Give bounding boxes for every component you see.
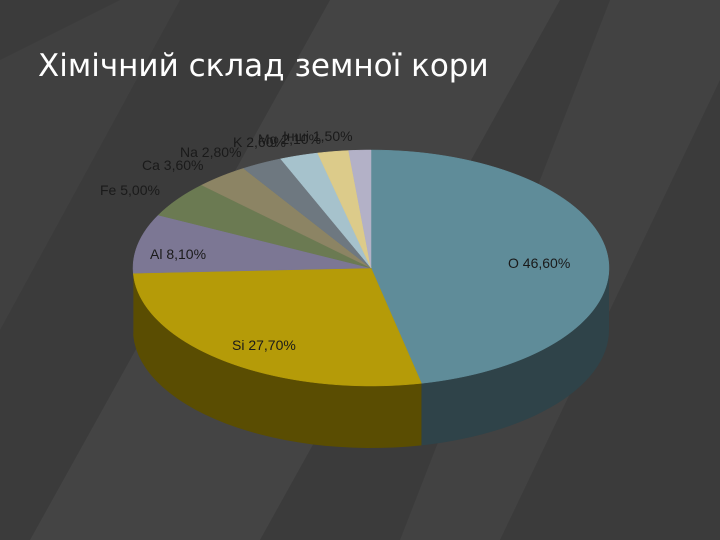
pie-label-5: Na 2,80% [180,144,241,160]
pie-label-7: Mg 2,10% [258,131,321,147]
pie-slice-0 [370,149,610,384]
pie-label-4: Ca 3,60% [142,157,203,173]
pie-label-3: Fe 5,00% [100,182,160,198]
pie-side-0 [421,268,609,446]
pie-slice-5 [242,158,372,269]
pie-slice-1 [132,267,422,387]
pie-label-8: Інші 1,50% [283,128,353,144]
pie-slice-8 [348,149,372,269]
pie-label-2: Al 8,10% [150,246,206,262]
pie-label-6: K 2,60% [233,134,286,150]
pie-label-1: Si 27,70% [232,337,296,353]
pie-side-1 [133,273,422,448]
pie-label-0: O 46,60% [508,255,570,271]
pie-slice-6 [280,152,372,269]
pie-slice-2 [132,214,372,274]
slide-title: Хімічний склад земної кори [38,48,489,84]
pie-slice-3 [157,184,372,269]
pie-slice-4 [201,168,372,269]
